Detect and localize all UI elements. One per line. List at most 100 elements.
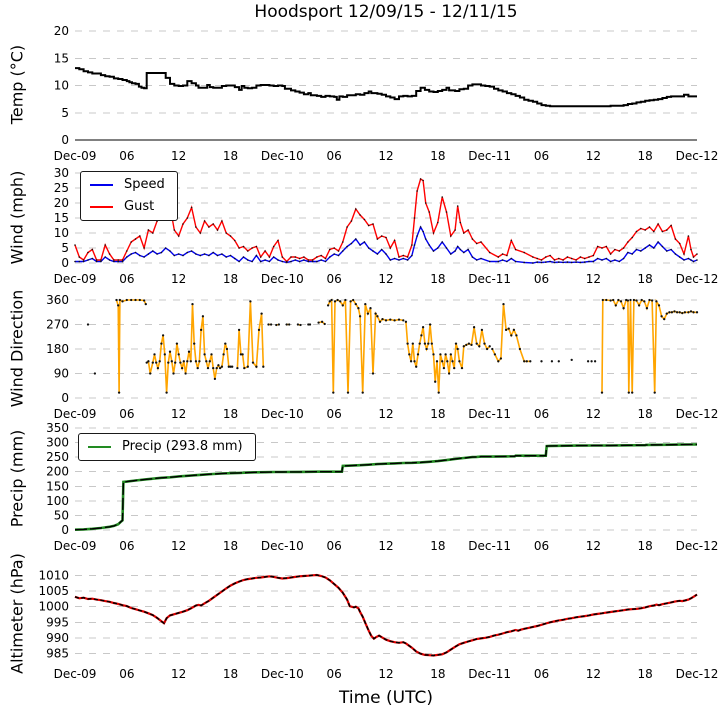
- data-marker: [675, 311, 679, 314]
- data-marker: [186, 251, 189, 254]
- data-marker: [147, 253, 150, 255]
- data-marker: [82, 259, 85, 261]
- data-marker: [523, 360, 526, 363]
- data-marker: [453, 366, 456, 370]
- data-marker: [303, 256, 305, 258]
- data-marker: [115, 298, 118, 302]
- data-marker: [683, 259, 685, 261]
- data-marker: [463, 232, 465, 234]
- data-marker: [690, 259, 692, 261]
- data-marker: [456, 245, 459, 248]
- data-marker: [619, 300, 623, 303]
- data-marker: [515, 334, 518, 337]
- x-tick-label: Dec-12: [676, 407, 719, 421]
- data-marker: [666, 229, 668, 231]
- data-marker: [130, 241, 132, 243]
- x-tick-label: Dec-11: [468, 272, 511, 286]
- data-marker: [203, 353, 206, 356]
- data-marker: [550, 360, 554, 363]
- y-tick-label: 1010: [38, 569, 69, 583]
- data-marker: [320, 259, 323, 261]
- data-marker: [346, 391, 350, 394]
- data-marker: [255, 365, 258, 368]
- y-tick-label: 985: [46, 646, 69, 660]
- data-marker: [161, 334, 165, 337]
- data-marker: [553, 259, 556, 261]
- y-tick-label: 25: [54, 181, 69, 195]
- data-marker: [333, 253, 336, 255]
- data-line: [327, 298, 404, 393]
- x-tick-label: Dec-09: [54, 539, 97, 553]
- data-marker: [374, 312, 377, 315]
- data-marker: [689, 310, 693, 313]
- data-marker: [454, 342, 458, 345]
- data-marker: [424, 238, 427, 240]
- data-line: [115, 298, 147, 393]
- data-marker: [251, 361, 255, 364]
- data-marker: [218, 366, 222, 370]
- data-marker: [113, 260, 115, 263]
- data-marker: [439, 353, 442, 356]
- data-marker: [640, 298, 643, 302]
- data-marker: [645, 307, 649, 310]
- data-marker: [687, 235, 690, 237]
- data-marker: [428, 323, 432, 326]
- data-marker: [488, 260, 491, 263]
- data-marker: [260, 312, 263, 315]
- data-marker: [257, 328, 261, 332]
- data-marker: [201, 315, 205, 318]
- data-marker: [592, 254, 595, 257]
- data-marker: [454, 229, 456, 231]
- data-marker: [172, 372, 175, 375]
- data-marker: [422, 230, 424, 233]
- data-marker: [372, 250, 374, 252]
- x-tick-label: 12: [378, 272, 393, 286]
- data-marker: [74, 244, 76, 246]
- data-marker: [590, 360, 593, 363]
- data-marker: [147, 229, 150, 231]
- y-tick-label: 360: [46, 293, 69, 307]
- data-marker: [653, 230, 655, 233]
- speed-line-swatch: [90, 184, 113, 186]
- data-marker: [341, 304, 344, 307]
- data-marker: [507, 327, 510, 330]
- x-tick-label: Dec-11: [468, 407, 511, 421]
- y-tick-label: 5: [61, 106, 69, 120]
- data-marker: [163, 353, 166, 356]
- data-marker: [121, 260, 124, 263]
- data-marker: [398, 259, 400, 261]
- data-marker: [447, 372, 451, 375]
- data-marker: [332, 391, 335, 394]
- x-tick-label: 18: [638, 407, 653, 421]
- data-marker: [442, 366, 446, 370]
- data-marker: [627, 391, 630, 394]
- data-marker: [333, 247, 336, 249]
- data-line-overlay: [74, 574, 698, 657]
- data-marker: [491, 347, 494, 351]
- data-marker: [174, 361, 177, 364]
- data-marker: [450, 253, 452, 255]
- data-marker: [566, 261, 569, 263]
- data-marker: [180, 366, 184, 370]
- data-marker: [467, 342, 471, 345]
- data-marker: [367, 247, 370, 249]
- data-marker: [384, 319, 388, 322]
- data-marker: [168, 350, 172, 353]
- x-tick-label: 06: [119, 667, 134, 681]
- x-tick-label: 18: [430, 539, 445, 553]
- data-marker: [416, 353, 420, 356]
- data-marker: [514, 248, 517, 251]
- data-marker: [483, 342, 486, 345]
- data-marker: [411, 254, 413, 257]
- data-marker: [82, 260, 85, 263]
- series-gust: [74, 177, 698, 263]
- data-marker: [586, 360, 590, 363]
- data-marker: [558, 257, 560, 260]
- series-wind-direction: [86, 298, 699, 394]
- data-marker: [376, 238, 379, 240]
- data-marker: [510, 239, 513, 242]
- data-marker: [696, 253, 698, 255]
